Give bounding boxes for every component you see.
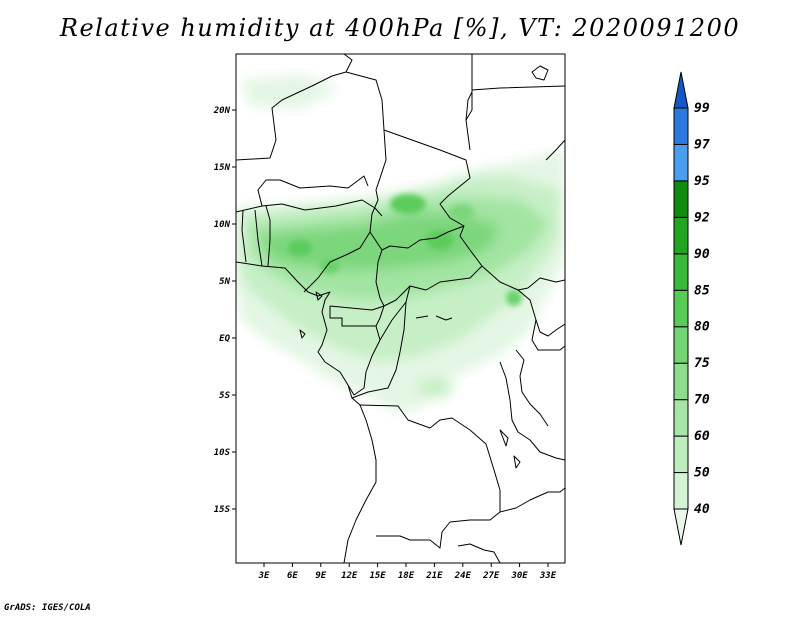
colorbar-segment xyxy=(673,143,689,182)
humidity-shading xyxy=(236,74,565,412)
lat-tick-label: 15S xyxy=(214,505,231,515)
lon-tick-label: 24E xyxy=(454,571,472,581)
country-borders xyxy=(236,54,565,563)
colorbar-segment xyxy=(673,71,689,109)
lat-tick-label: 5N xyxy=(219,277,230,287)
humidity-field-nw xyxy=(240,74,340,110)
latitude-axis: 20N 15N 10N 5N EQ 5S 10S 15S xyxy=(213,106,236,515)
humidity-patch xyxy=(426,230,454,250)
colorbar-label: 90 xyxy=(694,247,710,262)
colorbar-label: 50 xyxy=(694,466,710,481)
lon-tick-label: 18E xyxy=(398,571,415,581)
lat-tick-label: 15N xyxy=(214,163,231,173)
colorbar-label: 92 xyxy=(694,210,710,225)
colorbar-segment xyxy=(673,472,689,510)
colorbar-segment xyxy=(673,107,689,145)
lon-tick-label: 33E xyxy=(539,571,557,581)
lon-tick-label: 6E xyxy=(287,571,298,581)
colorbar-segment xyxy=(673,253,689,291)
colorbar-segment xyxy=(673,399,689,437)
colorbar-label: 60 xyxy=(694,429,710,444)
humidity-patch xyxy=(390,194,426,214)
lon-tick-label: 12E xyxy=(341,571,358,581)
humidity-field-sw xyxy=(417,378,453,398)
lat-tick-label: 20N xyxy=(213,106,231,116)
colorbar-label: 70 xyxy=(694,393,710,408)
colorbar-segment xyxy=(673,435,689,474)
colorbar-label: 95 xyxy=(694,174,710,189)
lon-tick-label: 27E xyxy=(482,571,500,581)
colorbar-segment xyxy=(673,289,689,328)
map-title: Relative humidity at 400hPa [%], VT: 202… xyxy=(59,14,741,42)
colorbar-label: 99 xyxy=(694,101,710,116)
colorbar-label: 75 xyxy=(694,356,710,371)
colorbar-segment xyxy=(673,180,689,218)
grads-credit: GrADS: IGES/COLA xyxy=(4,603,91,613)
longitude-axis: 3E 6E 9E 12E 15E 18E 21E 24E 27E 30E 33E xyxy=(258,563,557,581)
humidity-patch xyxy=(450,204,474,220)
colorbar-label: 40 xyxy=(694,502,710,517)
lon-tick-label: 9E xyxy=(315,571,326,581)
humidity-patch xyxy=(506,290,522,306)
humidity-patch xyxy=(288,240,312,256)
lon-tick-label: 15E xyxy=(369,571,386,581)
plot-frame xyxy=(235,53,566,564)
lon-tick-label: 21E xyxy=(425,571,443,581)
colorbar-segment xyxy=(673,216,689,255)
lon-tick-label: 3E xyxy=(258,571,270,581)
lat-tick-label: 5S xyxy=(219,391,230,401)
humidity-patch xyxy=(320,258,340,274)
lat-tick-label: EQ xyxy=(219,334,230,344)
colorbar-segment xyxy=(673,326,689,364)
colorbar-label: 97 xyxy=(694,137,710,152)
lat-tick-label: 10N xyxy=(214,220,231,230)
lon-tick-label: 30E xyxy=(510,571,528,581)
colorbar-segment xyxy=(673,508,689,546)
colorbar-label: 85 xyxy=(694,283,710,298)
lat-tick-label: 10S xyxy=(214,448,231,458)
colorbar-segment xyxy=(673,362,689,401)
colorbar: 40 50 60 70 75 80 85 90 92 95 97 99 xyxy=(673,71,710,546)
colorbar-label: 80 xyxy=(694,320,710,335)
humidity-field-core xyxy=(262,214,500,270)
